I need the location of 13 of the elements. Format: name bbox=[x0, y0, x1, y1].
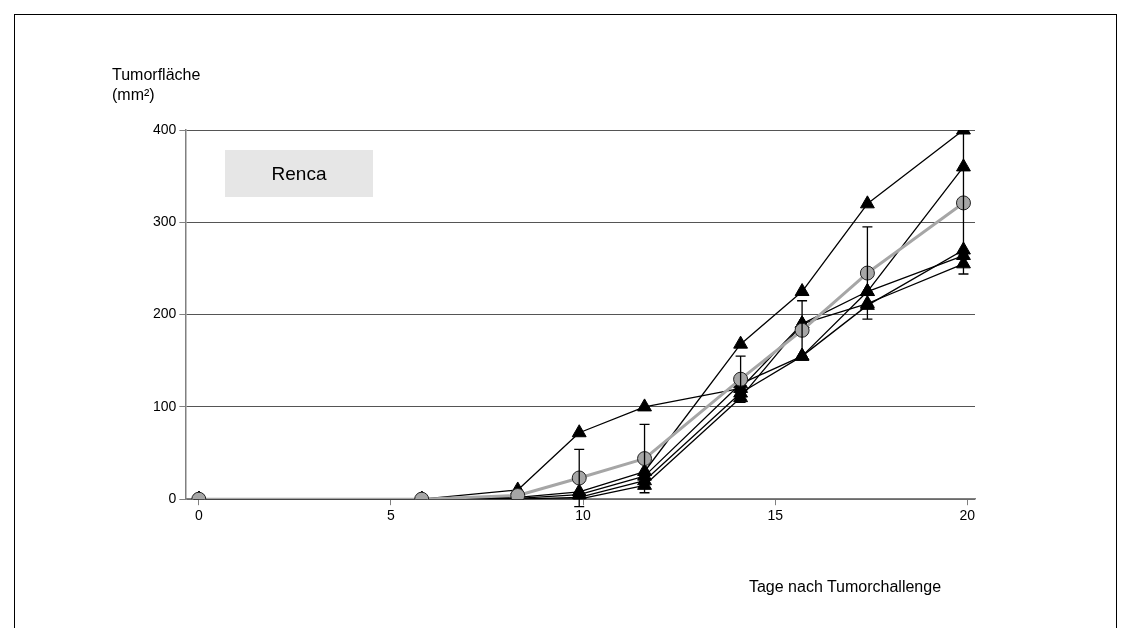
x-tick-label: 15 bbox=[767, 507, 784, 524]
y-tick-label: 300 bbox=[153, 213, 177, 230]
label-box: Renca bbox=[225, 150, 373, 197]
x-tick-label: 10 bbox=[575, 507, 592, 524]
y-axis-title: Tumorfläche (mm²) bbox=[112, 66, 201, 103]
y-tick-label: 400 bbox=[153, 120, 177, 137]
x-tick-label: 5 bbox=[387, 507, 396, 524]
y-tick-label: 200 bbox=[153, 305, 177, 322]
x-tick-label: 20 bbox=[959, 507, 976, 524]
x-tick-label: 0 bbox=[194, 507, 203, 524]
y-tick-label: 0 bbox=[168, 490, 177, 507]
x-axis-title: Tage nach Tumorchallenge bbox=[748, 578, 942, 595]
y-tick-label: 100 bbox=[153, 397, 177, 414]
